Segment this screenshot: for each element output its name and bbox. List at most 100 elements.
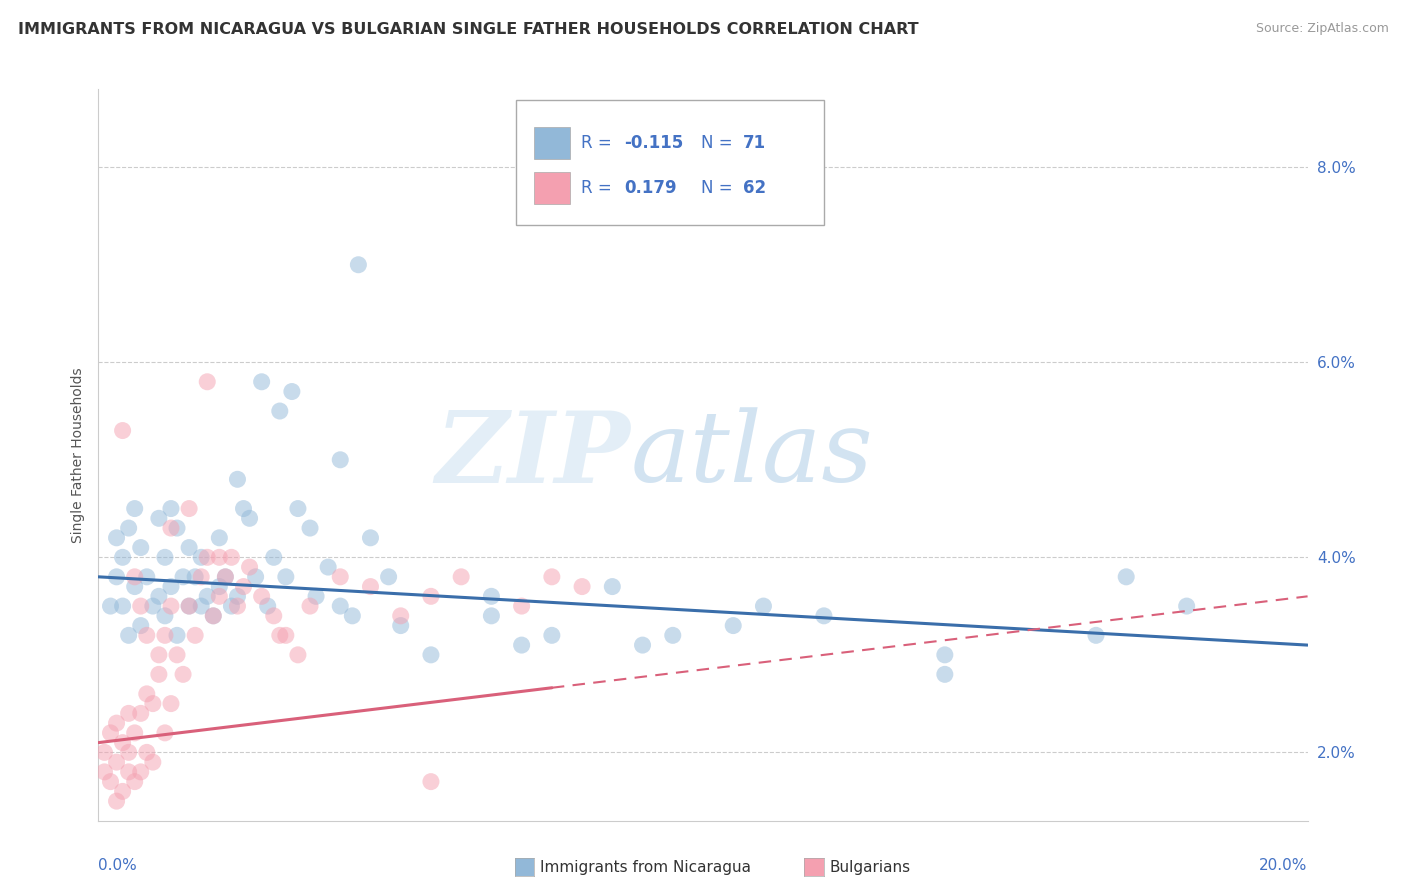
Point bbox=[281, 384, 304, 399]
Point bbox=[118, 745, 141, 759]
Point bbox=[661, 628, 683, 642]
Point bbox=[226, 599, 249, 613]
Point bbox=[142, 755, 165, 769]
Text: atlas: atlas bbox=[630, 408, 873, 502]
Text: Bulgarians: Bulgarians bbox=[830, 860, 911, 874]
Point bbox=[195, 590, 218, 604]
Point bbox=[124, 570, 146, 584]
Point bbox=[93, 745, 115, 759]
Point bbox=[135, 687, 157, 701]
Point bbox=[269, 404, 291, 418]
Point bbox=[329, 570, 352, 584]
Point bbox=[166, 648, 188, 662]
Point bbox=[450, 570, 472, 584]
Point bbox=[305, 590, 328, 604]
Text: Immigrants from Nicaragua: Immigrants from Nicaragua bbox=[540, 860, 751, 874]
Point bbox=[148, 667, 170, 681]
Point bbox=[166, 521, 188, 535]
Point bbox=[111, 424, 134, 438]
Point bbox=[1175, 599, 1198, 613]
Point bbox=[202, 608, 225, 623]
Point bbox=[232, 580, 254, 594]
Point bbox=[100, 726, 122, 740]
Point bbox=[124, 580, 146, 594]
Point bbox=[148, 590, 170, 604]
Point bbox=[299, 599, 322, 613]
Point bbox=[274, 570, 297, 584]
Point bbox=[111, 736, 134, 750]
Point bbox=[129, 599, 152, 613]
Point bbox=[342, 608, 364, 623]
Point bbox=[153, 628, 176, 642]
Text: R =: R = bbox=[581, 179, 617, 197]
Point bbox=[377, 570, 399, 584]
Point bbox=[179, 501, 201, 516]
Point bbox=[420, 648, 443, 662]
Point bbox=[118, 706, 141, 721]
Text: N =: N = bbox=[700, 134, 738, 152]
Point bbox=[540, 570, 562, 584]
Point bbox=[250, 375, 273, 389]
Point bbox=[129, 706, 152, 721]
Text: 20.0%: 20.0% bbox=[1260, 858, 1308, 872]
Point bbox=[184, 570, 207, 584]
Text: R =: R = bbox=[581, 134, 617, 152]
Text: 62: 62 bbox=[742, 179, 766, 197]
Point bbox=[129, 541, 152, 555]
Point bbox=[160, 521, 183, 535]
Text: 71: 71 bbox=[742, 134, 766, 152]
Point bbox=[172, 570, 194, 584]
Point bbox=[245, 570, 267, 584]
Point bbox=[239, 511, 262, 525]
Point bbox=[420, 590, 443, 604]
Point bbox=[105, 794, 128, 808]
FancyBboxPatch shape bbox=[534, 172, 569, 204]
Point bbox=[153, 550, 176, 565]
Point bbox=[153, 726, 176, 740]
Point bbox=[221, 550, 243, 565]
Point bbox=[752, 599, 775, 613]
Point bbox=[1115, 570, 1137, 584]
Point bbox=[510, 599, 533, 613]
FancyBboxPatch shape bbox=[516, 100, 824, 225]
Point bbox=[934, 648, 956, 662]
Point bbox=[100, 774, 122, 789]
Point bbox=[360, 531, 382, 545]
Point bbox=[129, 618, 152, 632]
Point bbox=[93, 764, 115, 779]
Text: ZIP: ZIP bbox=[436, 407, 630, 503]
Point bbox=[256, 599, 278, 613]
Text: 0.179: 0.179 bbox=[624, 179, 678, 197]
Point bbox=[299, 521, 322, 535]
Point bbox=[160, 697, 183, 711]
Point bbox=[263, 608, 285, 623]
Point bbox=[111, 784, 134, 798]
Point bbox=[160, 599, 183, 613]
Point bbox=[287, 501, 309, 516]
Point bbox=[153, 608, 176, 623]
Point bbox=[105, 570, 128, 584]
Point bbox=[129, 764, 152, 779]
Point bbox=[239, 560, 262, 574]
Point bbox=[208, 580, 231, 594]
Point bbox=[184, 628, 207, 642]
Point bbox=[142, 599, 165, 613]
Point bbox=[118, 764, 141, 779]
Point bbox=[190, 550, 212, 565]
Point bbox=[135, 570, 157, 584]
Text: Source: ZipAtlas.com: Source: ZipAtlas.com bbox=[1256, 22, 1389, 36]
Point bbox=[287, 648, 309, 662]
Point bbox=[105, 531, 128, 545]
Point bbox=[195, 375, 218, 389]
Point bbox=[160, 580, 183, 594]
Point bbox=[148, 511, 170, 525]
Point bbox=[111, 550, 134, 565]
Point bbox=[274, 628, 297, 642]
Point bbox=[179, 599, 201, 613]
Point bbox=[510, 638, 533, 652]
Point bbox=[631, 638, 654, 652]
Point bbox=[190, 570, 212, 584]
Point bbox=[263, 550, 285, 565]
Point bbox=[124, 774, 146, 789]
Point bbox=[232, 501, 254, 516]
